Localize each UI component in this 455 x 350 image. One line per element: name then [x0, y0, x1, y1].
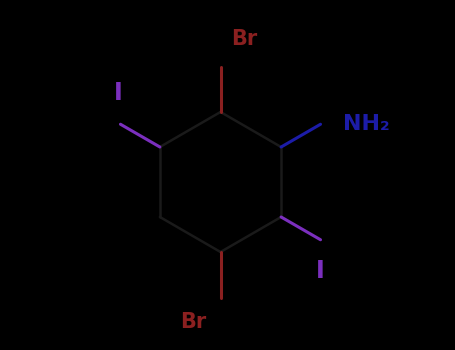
Text: Br: Br: [180, 312, 207, 331]
Text: I: I: [114, 81, 123, 105]
Text: NH₂: NH₂: [343, 114, 390, 134]
Text: I: I: [316, 259, 325, 283]
Text: Br: Br: [231, 29, 257, 49]
